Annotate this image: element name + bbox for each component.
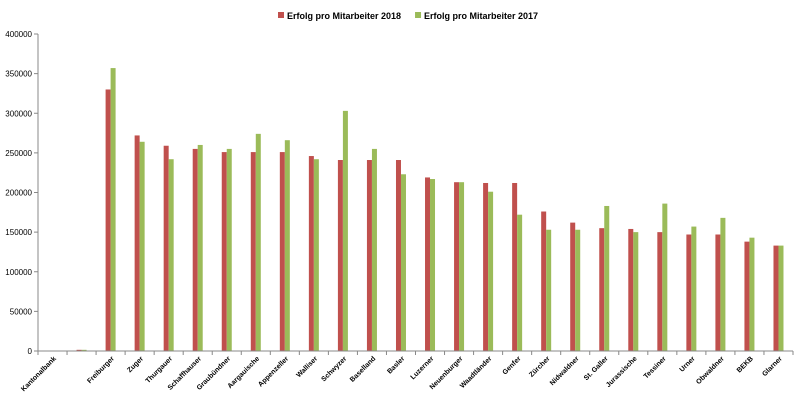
bar	[366, 160, 372, 351]
bar	[488, 191, 494, 351]
bar	[313, 159, 319, 351]
x-tick-label: Appenzeller	[257, 355, 290, 388]
bar	[110, 68, 116, 351]
bar	[773, 245, 779, 351]
y-tick-label: 50000	[10, 307, 33, 316]
bar	[197, 144, 203, 351]
y-tick-label: 150000	[5, 228, 32, 237]
bar	[744, 241, 750, 351]
bar	[279, 152, 285, 351]
bar	[400, 174, 406, 351]
bar	[371, 148, 377, 351]
bar	[657, 232, 663, 351]
legend-swatch	[278, 12, 284, 18]
bar	[81, 349, 87, 351]
bar	[517, 214, 523, 351]
bar	[308, 156, 314, 351]
bar	[749, 237, 755, 351]
x-tick-label: Zuger	[126, 355, 145, 374]
bar	[662, 203, 668, 351]
bar	[337, 160, 343, 351]
bar	[633, 232, 639, 351]
bar	[628, 228, 634, 351]
legend-label: Erfolg pro Mitarbeiter 2017	[424, 11, 538, 21]
y-tick-label: 250000	[5, 149, 32, 158]
x-tick-label: Obwaldner	[695, 355, 726, 386]
bar	[459, 182, 465, 351]
x-tick-label: BEKB	[736, 355, 755, 374]
x-tick-label: Walliser	[296, 355, 320, 379]
x-tick-label: Glarner	[761, 355, 784, 378]
bar	[192, 148, 198, 351]
y-tick-label: 300000	[5, 109, 32, 118]
x-tick-label: Zürcher	[528, 355, 552, 379]
bar	[575, 229, 581, 351]
x-tick-label: Baselland	[349, 355, 377, 383]
x-tick-label: Nidwaldner	[549, 355, 581, 387]
bar	[284, 140, 290, 351]
x-tick-label: Urner	[679, 355, 697, 373]
bar	[134, 135, 140, 351]
bar	[425, 177, 431, 351]
y-tick-label: 0	[28, 347, 33, 356]
x-tick-label: Basler	[386, 355, 406, 375]
bar	[221, 152, 227, 351]
y-tick-label: 350000	[5, 70, 32, 79]
legend-label: Erfolg pro Mitarbeiter 2018	[287, 11, 401, 21]
x-tick-label: Jurassische	[605, 355, 639, 389]
bar	[454, 182, 460, 351]
bar	[570, 222, 576, 351]
bar	[720, 217, 726, 351]
y-tick-label: 200000	[5, 189, 32, 198]
bar	[255, 133, 261, 351]
bar	[105, 89, 111, 351]
bar	[715, 234, 721, 351]
bar	[395, 160, 401, 351]
bar	[342, 110, 348, 351]
x-tick-label: Kantonalbank	[20, 355, 58, 393]
x-tick-label: Freiburger	[86, 355, 116, 385]
y-tick-label: 100000	[5, 268, 32, 277]
bar	[778, 245, 784, 351]
bar	[168, 159, 174, 351]
bar	[604, 205, 610, 351]
bar	[163, 145, 169, 351]
bar	[512, 182, 518, 351]
bar	[76, 349, 82, 351]
bar	[430, 179, 436, 351]
bar	[599, 228, 605, 351]
bar	[483, 182, 489, 351]
bar	[691, 226, 697, 351]
x-tick-label: Luzerner	[410, 355, 436, 381]
y-tick-label: 400000	[5, 30, 32, 39]
x-tick-label: St. Galler	[583, 355, 610, 382]
bar	[226, 148, 232, 351]
bar	[686, 234, 692, 351]
x-tick-label: Tessiner	[643, 355, 668, 380]
legend-swatch	[415, 12, 422, 18]
bar	[250, 152, 256, 351]
bar	[541, 211, 547, 351]
x-tick-label: Schwyzer	[321, 355, 349, 383]
bar	[546, 229, 552, 351]
x-tick-label: Thurgauer	[145, 355, 175, 385]
x-tick-label: Genfer	[502, 355, 523, 376]
bar	[139, 141, 145, 351]
